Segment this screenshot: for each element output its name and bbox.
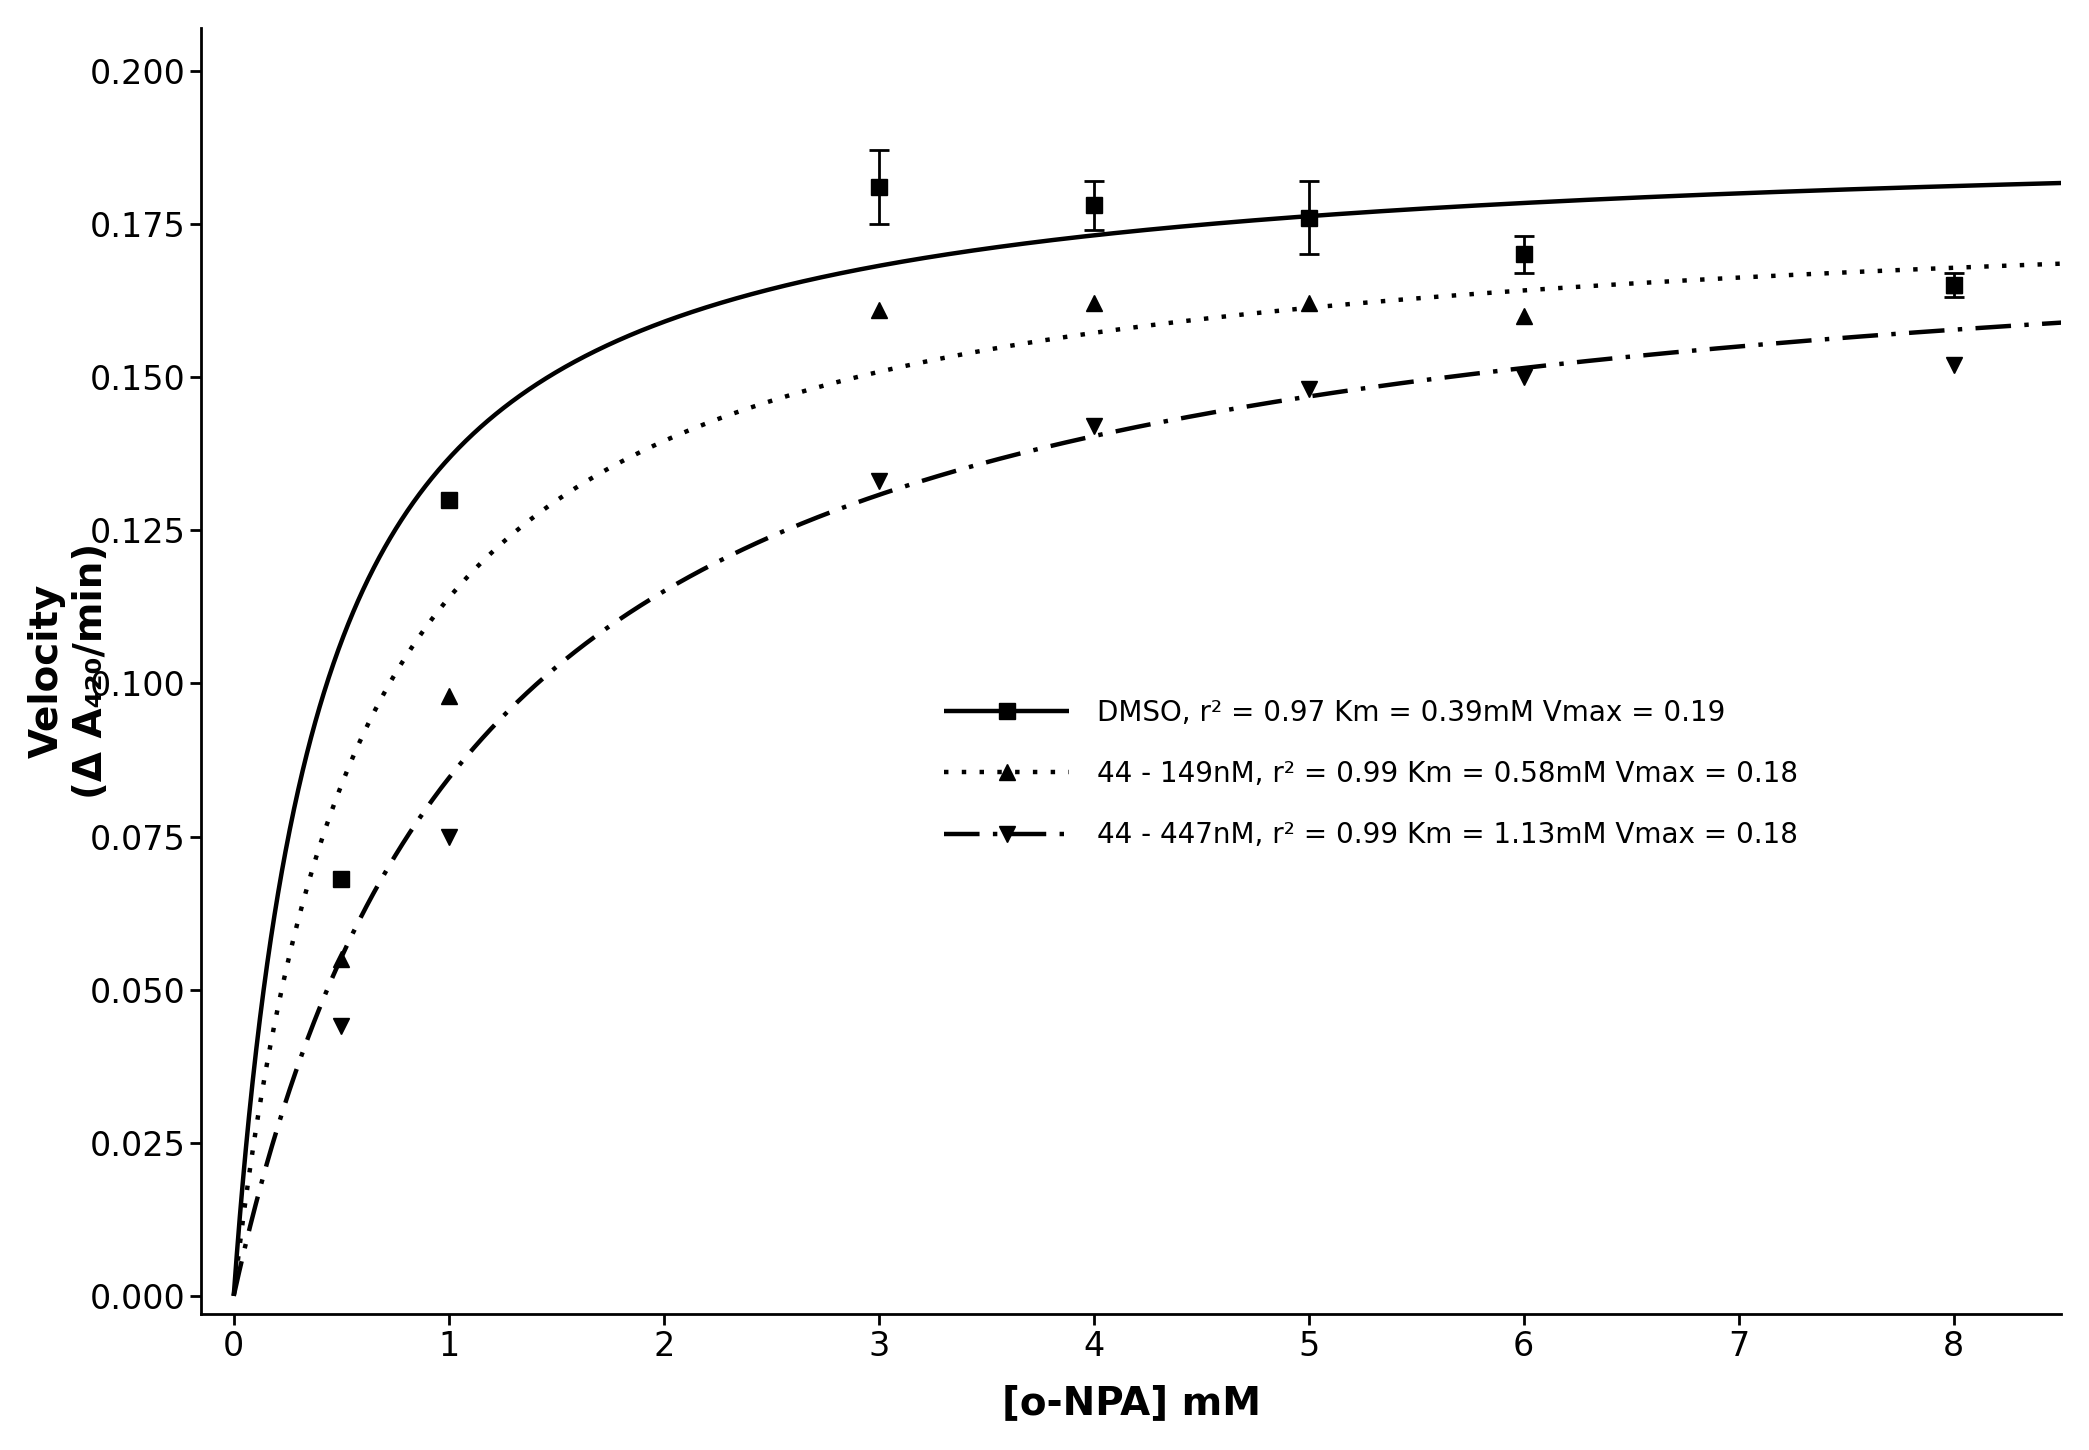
Y-axis label: Velocity
(Δ A₄₂₀/min): Velocity (Δ A₄₂₀/min) bbox=[27, 542, 111, 799]
X-axis label: [o-NPA] mM: [o-NPA] mM bbox=[1003, 1385, 1262, 1422]
Legend: DMSO, r² = 0.97 Km = 0.39mM Vmax = 0.19, 44 - 149nM, r² = 0.99 Km = 0.58mM Vmax : DMSO, r² = 0.97 Km = 0.39mM Vmax = 0.19,… bbox=[921, 677, 1820, 871]
